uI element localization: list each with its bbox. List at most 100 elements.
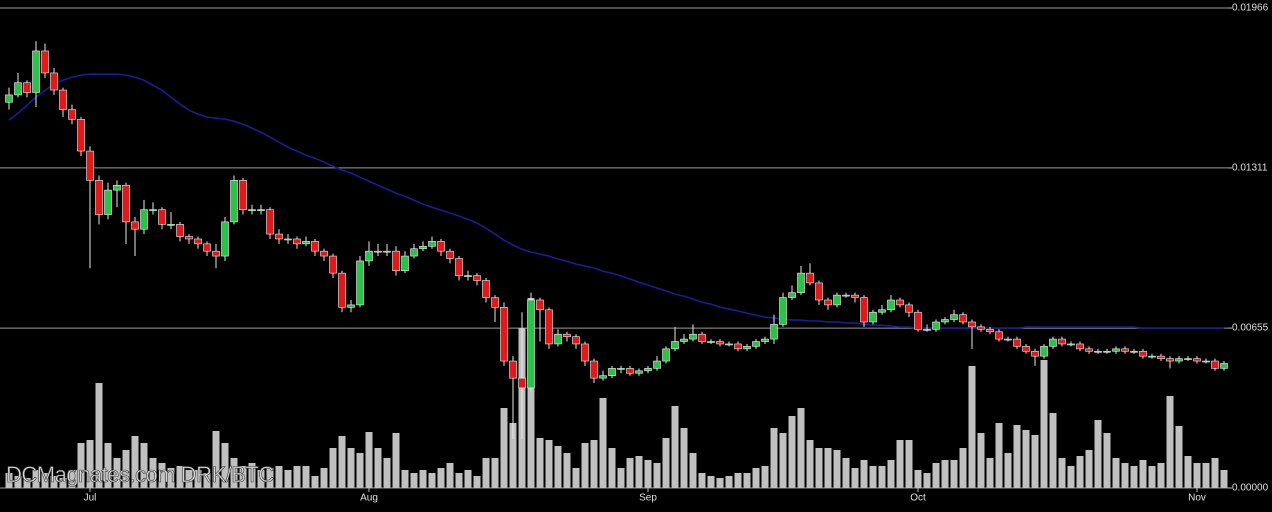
candle-body	[212, 250, 220, 257]
candle-body	[86, 150, 94, 181]
candle-body	[653, 360, 661, 369]
volume-bar	[293, 466, 301, 488]
candle-body	[824, 299, 832, 306]
candle-body	[860, 297, 868, 323]
volume-bar	[266, 468, 274, 488]
candle-body	[896, 299, 904, 306]
candle-body	[887, 299, 895, 311]
candle-body	[1166, 358, 1174, 362]
volume-bar	[608, 448, 616, 488]
candle-body	[329, 255, 337, 274]
candle-body	[365, 250, 373, 262]
volume-bar	[1103, 433, 1111, 488]
candle-body	[545, 309, 553, 345]
volume-bar	[1094, 420, 1102, 488]
candle-body	[356, 260, 364, 306]
candle-body	[635, 370, 643, 374]
candle-body	[266, 209, 274, 235]
candle-body	[1121, 348, 1129, 352]
volume-bar	[1139, 460, 1147, 488]
volume-bar	[221, 443, 229, 488]
volume-bar	[185, 470, 193, 488]
candle-body	[1175, 358, 1183, 362]
candle-body	[437, 241, 445, 252]
candle-body	[167, 224, 175, 226]
candle-body	[1211, 360, 1219, 369]
volume-bar	[149, 458, 157, 488]
volume-bar	[59, 478, 67, 488]
candle-body	[1130, 350, 1138, 353]
volume-bar	[338, 436, 346, 488]
volume-bar	[176, 466, 184, 488]
candle-body	[482, 280, 490, 298]
volume-bar	[707, 476, 715, 488]
candle-body	[140, 209, 148, 230]
volume-bar	[104, 443, 112, 488]
volume-bar	[158, 463, 166, 488]
candle-body	[1076, 343, 1084, 350]
candle-body	[707, 341, 715, 343]
candle-body	[131, 221, 139, 230]
candle-body	[293, 238, 301, 245]
candle-body	[230, 180, 238, 223]
volume-bar	[1058, 458, 1066, 488]
candle-body	[806, 272, 814, 284]
volume-bar	[878, 466, 886, 488]
candle-body	[779, 297, 787, 325]
volume-bar	[113, 458, 121, 488]
candle-body	[986, 329, 994, 333]
candle-body	[869, 311, 877, 323]
candle-body	[311, 241, 319, 252]
candle-body	[968, 321, 976, 328]
volume-bar	[842, 458, 850, 488]
volume-bar	[1157, 463, 1165, 488]
volume-bar	[311, 476, 319, 488]
candle-body	[644, 368, 652, 372]
candle-body	[1031, 350, 1039, 357]
candle-body	[1202, 360, 1210, 363]
candle-body	[1094, 350, 1102, 353]
volume-bar	[1040, 360, 1048, 488]
volume-bar	[473, 476, 481, 488]
candle-body	[401, 255, 409, 272]
volume-bar	[1076, 456, 1084, 488]
candle-body	[464, 275, 472, 277]
candle-body	[716, 341, 724, 345]
volume-bar	[1121, 463, 1129, 488]
candle-body	[1085, 348, 1093, 352]
candle-body	[554, 333, 562, 345]
candle-body	[1139, 350, 1147, 357]
candle-body	[851, 294, 859, 298]
volume-bar	[815, 448, 823, 488]
candle-body	[275, 233, 283, 240]
candle-body	[761, 338, 769, 342]
x-tick-label: Jul	[84, 493, 97, 504]
candle-body	[122, 184, 130, 223]
volume-bar	[788, 416, 796, 488]
volume-bar	[536, 438, 544, 488]
candle-body	[320, 250, 328, 257]
candle-body	[347, 304, 355, 308]
volume-bar	[1220, 470, 1228, 488]
volume-bar	[923, 473, 931, 488]
volume-bar	[455, 473, 463, 488]
candle-body	[1220, 363, 1228, 369]
candle-body	[158, 209, 166, 225]
volume-bar	[932, 463, 940, 488]
volume-bar	[509, 423, 517, 488]
volume-bar	[50, 476, 58, 488]
candle-body	[752, 341, 760, 347]
volume-bar	[122, 450, 130, 488]
candle-body	[941, 319, 949, 323]
y-tick-label: 0.00000	[1232, 483, 1269, 494]
candle-body	[617, 368, 625, 370]
volume-bar	[545, 440, 553, 488]
volume-bar	[761, 466, 769, 488]
volume-bar	[230, 458, 238, 488]
volume-bar	[1193, 463, 1201, 488]
candle-body	[608, 368, 616, 376]
volume-bar	[977, 433, 985, 488]
volume-bar	[1085, 450, 1093, 488]
volume-bar	[14, 476, 22, 488]
